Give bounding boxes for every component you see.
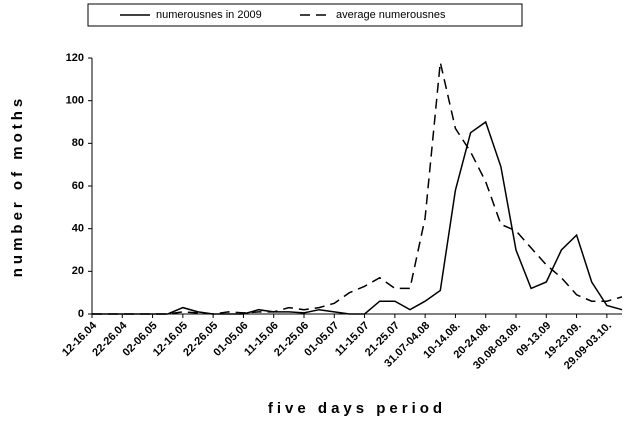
y-tick-label: 40 — [72, 223, 84, 235]
y-tick-label: 20 — [72, 265, 84, 277]
series-line — [92, 120, 623, 315]
y-tick-label: 120 — [66, 52, 84, 64]
y-tick-label: 0 — [78, 308, 84, 320]
y-tick-label: 60 — [72, 180, 84, 192]
series-line — [92, 62, 623, 315]
legend-label: numerousnes in 2009 — [156, 9, 262, 21]
x-axis-title: five days period — [268, 400, 446, 417]
legend-label: average numerousnes — [336, 9, 446, 21]
y-axis-title: number of moths — [9, 95, 26, 278]
y-tick-label: 80 — [72, 137, 84, 149]
y-tick-label: 100 — [66, 95, 84, 107]
